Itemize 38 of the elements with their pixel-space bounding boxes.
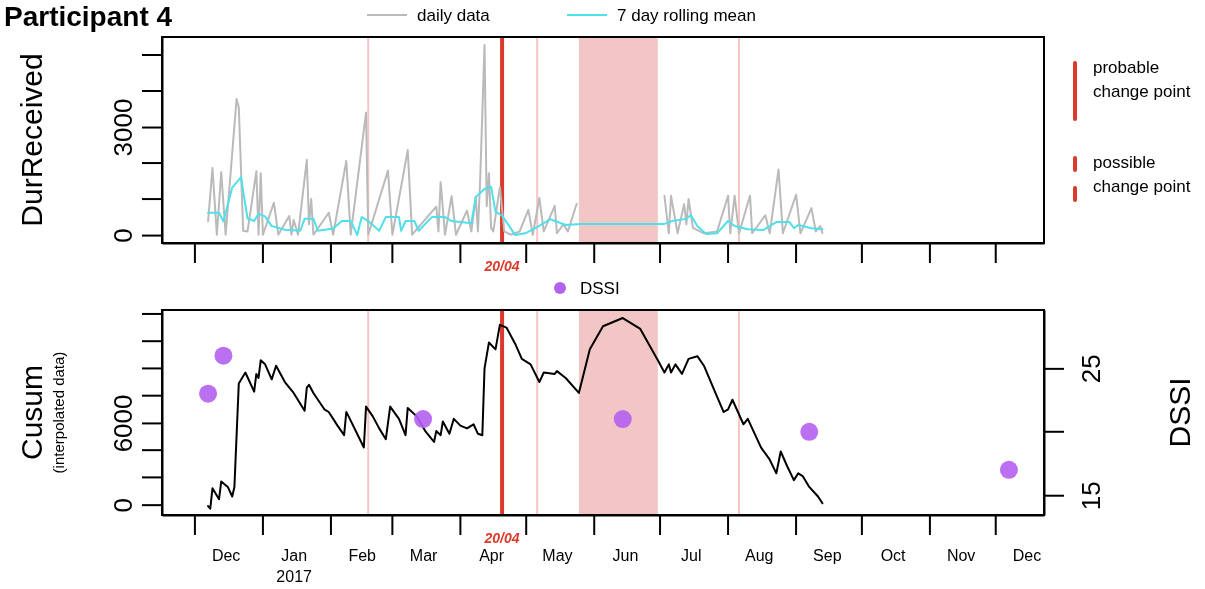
x-tick-label: Sep [813,547,842,564]
x-tick-label: Oct [880,547,907,564]
line-series [207,317,824,510]
y-axis-title: DurReceived [15,53,48,227]
ref-line-label: 20/04 [483,258,520,274]
text: possible change point [1093,153,1191,196]
y-tick-label: 3000 [108,98,138,157]
y2-tick-label: 15 [1076,481,1106,511]
y-tick-label: 6000 [108,394,138,453]
x-tick-label: Apr [479,547,505,564]
x-tick-label: May [542,547,573,564]
legend-label: daily data [417,6,491,25]
x-tick-label: Jun [612,547,639,564]
y-axis-title: Cusum (interpolated data) [15,351,67,474]
legend-label: DSSI [580,279,620,298]
y-tick-label: 0 [108,228,138,243]
x-tick-label: Jan 2017 [276,547,313,585]
x-tick-label: Nov [946,547,976,564]
x-tick-label: Mar [409,547,439,564]
x-tick-label: Dec [1012,547,1042,564]
point [613,410,632,429]
y2-tick-label: 25 [1076,354,1106,384]
point [199,384,218,403]
point [800,422,819,441]
y2-axis-title: DSSI [1163,377,1196,448]
point [999,460,1018,479]
chart-title: Participant 4 [4,1,173,32]
legend-label: 7 day rolling mean [617,6,756,25]
x-tick-label: Aug [745,547,774,564]
ref-line-label: 20/04 [483,530,520,546]
x-tick-label: Feb [348,547,377,564]
x-tick-label: Jul [681,547,702,564]
point [214,346,233,365]
y-tick-label: 0 [108,497,138,513]
text: probable change point [1093,58,1191,101]
x-tick-label: Dec [211,547,241,564]
point [414,410,433,429]
line-series [207,176,824,237]
